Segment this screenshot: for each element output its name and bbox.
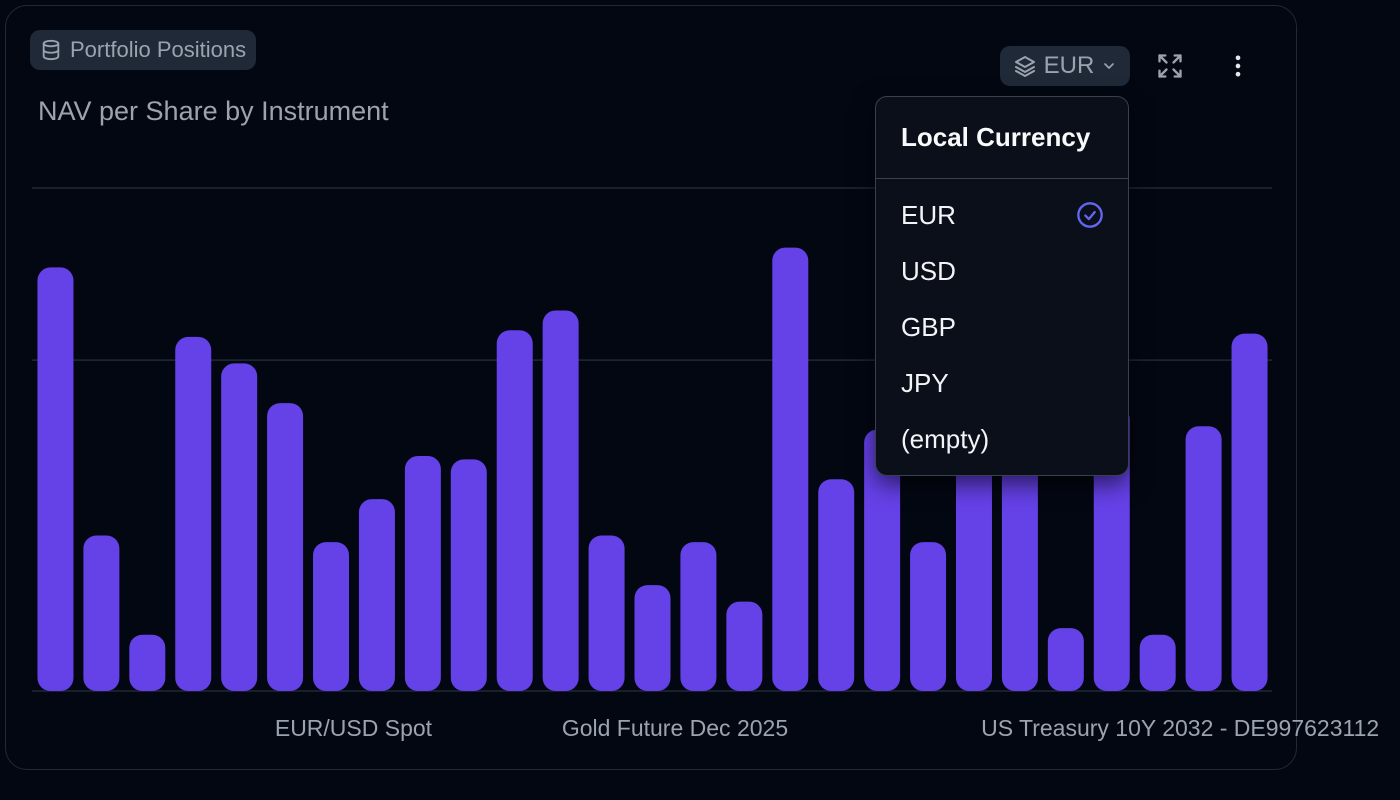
bar[interactable] [542,310,579,691]
currency-option-empty[interactable]: (empty) [876,411,1128,467]
bar[interactable] [818,479,855,691]
bar[interactable] [37,267,74,691]
option-label: USD [901,255,956,286]
more-vertical-icon [1235,55,1241,77]
currency-option-jpy[interactable]: JPY [876,355,1128,411]
currency-option-gbp[interactable]: GBP [876,299,1128,355]
currency-value: EUR [1043,52,1095,79]
currency-selector-button[interactable]: EUR [1000,46,1130,86]
source-badge[interactable]: Portfolio Positions [30,30,257,70]
source-label: Portfolio Positions [70,37,247,62]
currency-option-usd[interactable]: USD [876,243,1128,299]
bar[interactable] [175,336,212,691]
check-circle-icon [1077,202,1103,228]
bar[interactable] [772,247,809,691]
bar[interactable] [1093,406,1130,691]
bar[interactable] [1139,634,1176,691]
currency-dropdown: Local Currency EUR USD GBP JPY (empty) [875,96,1129,476]
bar[interactable] [267,403,304,691]
bar[interactable] [129,634,166,691]
option-label: JPY [901,367,949,398]
expand-button[interactable] [1150,46,1190,86]
currency-option-eur[interactable]: EUR [876,187,1128,243]
bar[interactable] [726,601,763,691]
option-label: GBP [901,311,956,342]
bar[interactable] [680,542,717,691]
bar[interactable] [588,535,625,691]
bar[interactable] [634,585,671,691]
bar[interactable] [955,419,992,691]
x-tick-label: US Treasury 10Y 2032 - DE997623112 [981,715,1379,741]
bar[interactable] [496,330,533,691]
more-options-button[interactable] [1218,46,1258,86]
chart-title: NAV per Share by Instrument [38,96,389,126]
option-label: (empty) [901,423,990,454]
expand-icon [1158,54,1182,78]
bar[interactable] [404,456,441,691]
dropdown-header: Local Currency [876,97,1128,179]
bar[interactable] [1231,333,1268,691]
chevron-down-icon [1104,63,1115,69]
bar[interactable] [864,429,901,691]
dropdown-list: EUR USD GBP JPY (empty) [876,179,1128,467]
bar[interactable] [450,459,487,691]
bar[interactable] [1047,628,1084,691]
option-label: EUR [901,199,956,230]
bar[interactable] [83,535,120,691]
bar[interactable] [221,363,258,691]
database-icon [42,39,60,61]
bar[interactable] [313,542,350,691]
bar[interactable] [1185,426,1222,691]
layers-icon [1014,56,1035,77]
bar[interactable] [358,499,395,691]
x-tick-label: Gold Future Dec 2025 [562,715,788,741]
bar[interactable] [910,542,947,691]
x-tick-label: EUR/USD Spot [275,715,433,741]
